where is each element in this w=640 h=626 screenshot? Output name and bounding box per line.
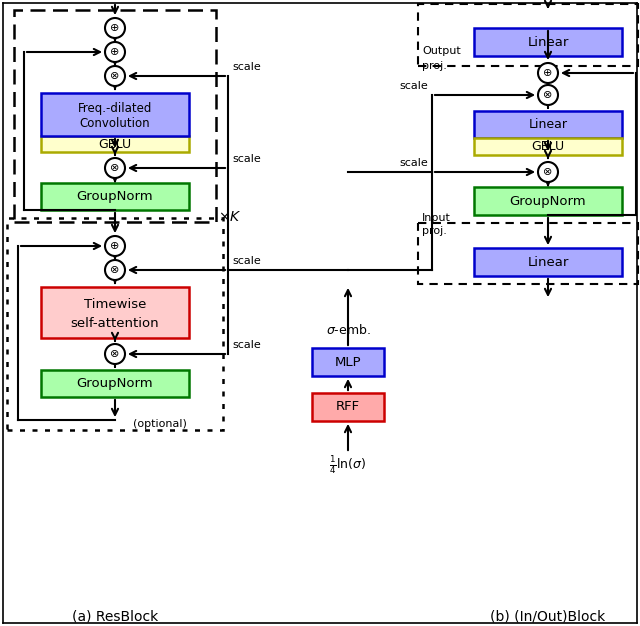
Text: (b) (In/Out)Block: (b) (In/Out)Block [490,609,605,623]
FancyBboxPatch shape [41,287,189,338]
FancyBboxPatch shape [312,348,384,376]
Text: proj.: proj. [422,61,447,71]
Text: (a) ResBlock: (a) ResBlock [72,609,158,623]
Circle shape [105,344,125,364]
FancyBboxPatch shape [41,183,189,210]
Text: GELU: GELU [531,140,564,153]
Text: ⊕: ⊕ [543,68,553,78]
Text: GELU: GELU [99,138,132,150]
Bar [418,223,638,284]
Bar [418,4,638,66]
Circle shape [105,42,125,62]
Text: ⊗: ⊗ [543,90,553,100]
Text: scale: scale [232,340,260,350]
Text: $\sigma$-emb.: $\sigma$-emb. [326,323,371,337]
Text: Input: Input [422,213,451,223]
Text: GroupNorm: GroupNorm [77,190,154,203]
FancyBboxPatch shape [474,138,622,155]
Text: ⊗: ⊗ [543,167,553,177]
Text: ⊕: ⊕ [110,23,120,33]
Text: scale: scale [232,256,260,266]
FancyBboxPatch shape [474,187,622,215]
Text: MLP: MLP [335,356,362,369]
Text: $\frac{1}{4}\ln(\sigma)$: $\frac{1}{4}\ln(\sigma)$ [330,454,367,476]
Text: GroupNorm: GroupNorm [77,377,154,390]
Text: scale: scale [232,62,260,72]
Bar [7,218,223,430]
FancyBboxPatch shape [474,111,622,138]
Circle shape [105,260,125,280]
Text: ⊗: ⊗ [110,71,120,81]
Text: Output: Output [422,46,461,56]
Text: $\times$K: $\times$K [218,210,242,224]
Text: proj.: proj. [422,226,447,236]
FancyBboxPatch shape [41,93,189,136]
Bar [14,10,216,222]
Text: scale: scale [232,154,260,164]
Text: scale: scale [399,158,428,168]
Text: ⊗: ⊗ [110,349,120,359]
Text: ⊕: ⊕ [110,241,120,251]
Text: ⊗: ⊗ [110,163,120,173]
Text: ⊗: ⊗ [110,265,120,275]
Text: Linear: Linear [527,255,569,269]
Circle shape [538,162,558,182]
Text: Linear: Linear [529,118,568,131]
FancyBboxPatch shape [474,248,622,276]
Text: ⊕: ⊕ [110,47,120,57]
Text: scale: scale [399,81,428,91]
Circle shape [538,85,558,105]
Text: Convolution: Convolution [80,118,150,130]
Text: Timewise: Timewise [84,299,146,311]
Text: Linear: Linear [527,36,569,48]
Text: Freq.-dilated: Freq.-dilated [78,101,152,115]
FancyBboxPatch shape [41,136,189,152]
Circle shape [105,18,125,38]
Circle shape [105,158,125,178]
FancyBboxPatch shape [474,28,622,56]
Text: GroupNorm: GroupNorm [509,195,586,207]
FancyBboxPatch shape [312,393,384,421]
Circle shape [105,236,125,256]
Text: RFF: RFF [336,401,360,414]
Circle shape [105,66,125,86]
Text: self-attention: self-attention [70,317,159,331]
Text: (optional): (optional) [133,419,187,429]
FancyBboxPatch shape [41,370,189,397]
Circle shape [538,63,558,83]
